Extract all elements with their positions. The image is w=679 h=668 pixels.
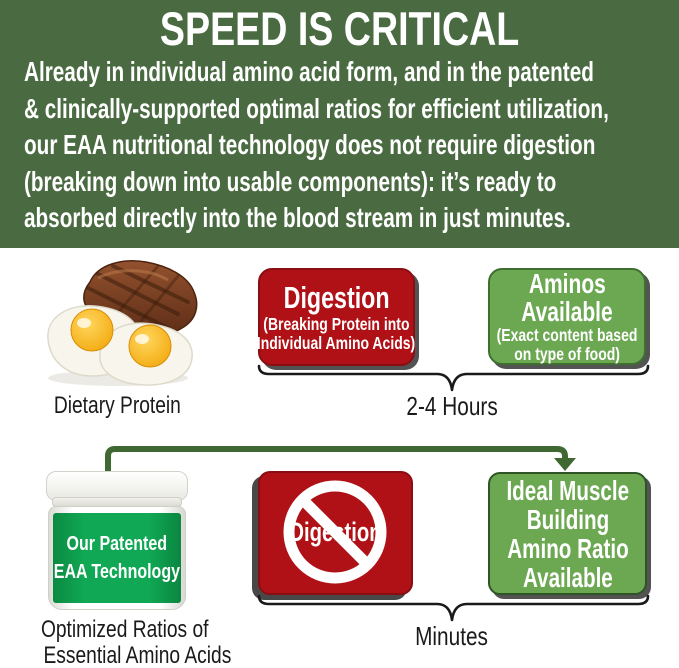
ideal-ratio-line: Building xyxy=(526,503,609,535)
underbrace-icon xyxy=(257,364,650,392)
aminos-available-box: Aminos Available (Exact content based on… xyxy=(488,268,646,365)
digestion-box-subtitle: (Breaking Protein into xyxy=(263,314,410,334)
jar-caption-line: Essential Amino Acids xyxy=(43,642,232,668)
intro-line: & clinically-supported optimal ratios fo… xyxy=(24,92,609,124)
aminos-box-title: Available xyxy=(521,295,613,327)
ideal-ratio-box: Ideal Muscle Building Amino Ratio Availa… xyxy=(488,472,647,595)
page-title-text: SPEED IS CRITICAL xyxy=(159,2,520,55)
duration-label-minutes: Minutes xyxy=(415,621,489,651)
jar-label: Our Patented EAA Technology xyxy=(53,513,181,603)
intro-line: our EAA nutritional technology does not … xyxy=(24,129,596,160)
ideal-ratio-line: Amino Ratio xyxy=(506,532,629,564)
page-title: SPEED IS CRITICAL xyxy=(0,0,679,52)
no-digestion-box: Digestion xyxy=(258,471,413,595)
ideal-ratio-line: Ideal Muscle xyxy=(506,474,629,506)
jar-label-text: EAA Technology xyxy=(53,561,181,583)
jar-label-text: Our Patented xyxy=(66,533,168,555)
supplement-jar: Our Patented EAA Technology xyxy=(45,470,190,612)
intro-line: Already in individual amino acid form, a… xyxy=(24,56,594,87)
fast-track-arrow-icon xyxy=(105,446,576,471)
aminos-box-subtitle: on type of food) xyxy=(514,343,620,364)
digestion-box: Digestion (Breaking Protein into Individ… xyxy=(257,268,416,366)
egg-yolk-icon xyxy=(128,324,172,368)
aminos-box-title: Aminos xyxy=(528,267,606,299)
dietary-protein-caption: Dietary Protein xyxy=(53,392,181,419)
banner: SPEED IS CRITICAL Already in individual … xyxy=(0,0,679,248)
jar-caption-line: Optimized Ratios of xyxy=(40,616,209,643)
underbrace-icon xyxy=(257,594,650,622)
jar-lid xyxy=(46,471,188,501)
steak-and-eggs-illustration xyxy=(47,260,198,386)
egg-yolk-icon xyxy=(70,308,114,352)
duration-label-hours: 2-4 Hours xyxy=(406,391,498,421)
intro-paragraph: Already in individual amino acid form, a… xyxy=(24,54,679,237)
no-digestion-box-title: Digestion xyxy=(289,517,382,547)
ideal-ratio-line: Available xyxy=(522,561,613,593)
prohibition-icon xyxy=(283,480,387,584)
intro-line: (breaking down into usable components): … xyxy=(24,165,557,197)
intro-line: absorbed directly into the blood stream … xyxy=(24,202,571,233)
digestion-box-title: Digestion xyxy=(283,280,390,315)
digestion-box-subtitle: Individual Amino Acids) xyxy=(257,333,416,353)
aminos-box-subtitle: (Exact content based xyxy=(496,324,638,345)
jar-caption: Optimized Ratios of Essential Amino Acid… xyxy=(20,616,232,668)
